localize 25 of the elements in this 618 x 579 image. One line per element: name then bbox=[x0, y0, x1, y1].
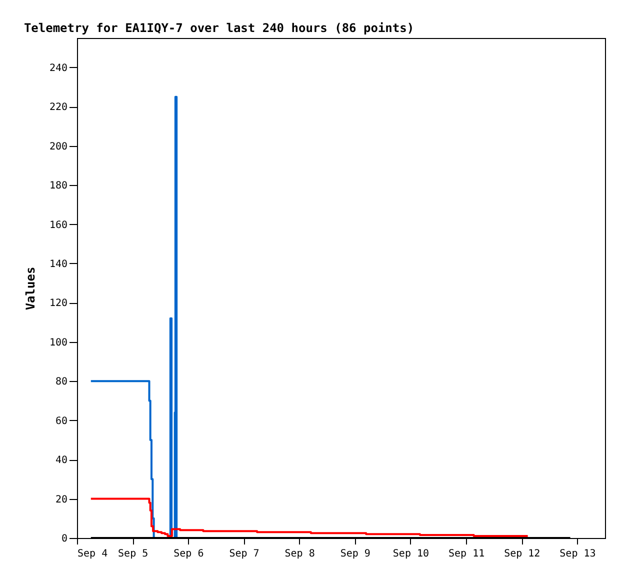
y-tick-label: 60 bbox=[55, 416, 68, 427]
y-tick-label: 200 bbox=[49, 141, 68, 152]
y-tick-label: 0 bbox=[61, 534, 68, 544]
y-tick-label: 240 bbox=[49, 62, 68, 74]
x-tick-label: Sep 10 bbox=[392, 548, 430, 560]
y-tick-label: 100 bbox=[49, 337, 68, 348]
y-tick-label: 180 bbox=[49, 180, 68, 192]
y-tick-label: 20 bbox=[55, 494, 68, 506]
y-axis-title: Values bbox=[23, 266, 38, 310]
y-tick-label: 160 bbox=[49, 220, 68, 231]
x-tick-label: Sep 12 bbox=[504, 548, 540, 560]
x-tick-label: Sep 6 bbox=[174, 548, 204, 560]
x-tick-label: Sep 11 bbox=[448, 548, 485, 560]
y-tick-label: 140 bbox=[49, 258, 68, 270]
y-tick-label: 80 bbox=[55, 376, 68, 388]
x-tick-label: Sep 7 bbox=[229, 548, 260, 560]
chart-title: Telemetry for EA1IQY-7 over last 240 hours (86 points) bbox=[24, 21, 414, 35]
x-tick-label: Sep 4 bbox=[78, 548, 108, 560]
x-tick-label: Sep 9 bbox=[340, 548, 370, 560]
y-tick-label: 120 bbox=[49, 298, 68, 310]
x-tick-label: Sep 5 bbox=[118, 548, 148, 560]
y-tick-label: 220 bbox=[49, 102, 68, 114]
x-tick-label: Sep 8 bbox=[284, 548, 315, 560]
x-tick-label: Sep 13 bbox=[560, 548, 596, 560]
y-tick-label: 40 bbox=[55, 455, 68, 466]
